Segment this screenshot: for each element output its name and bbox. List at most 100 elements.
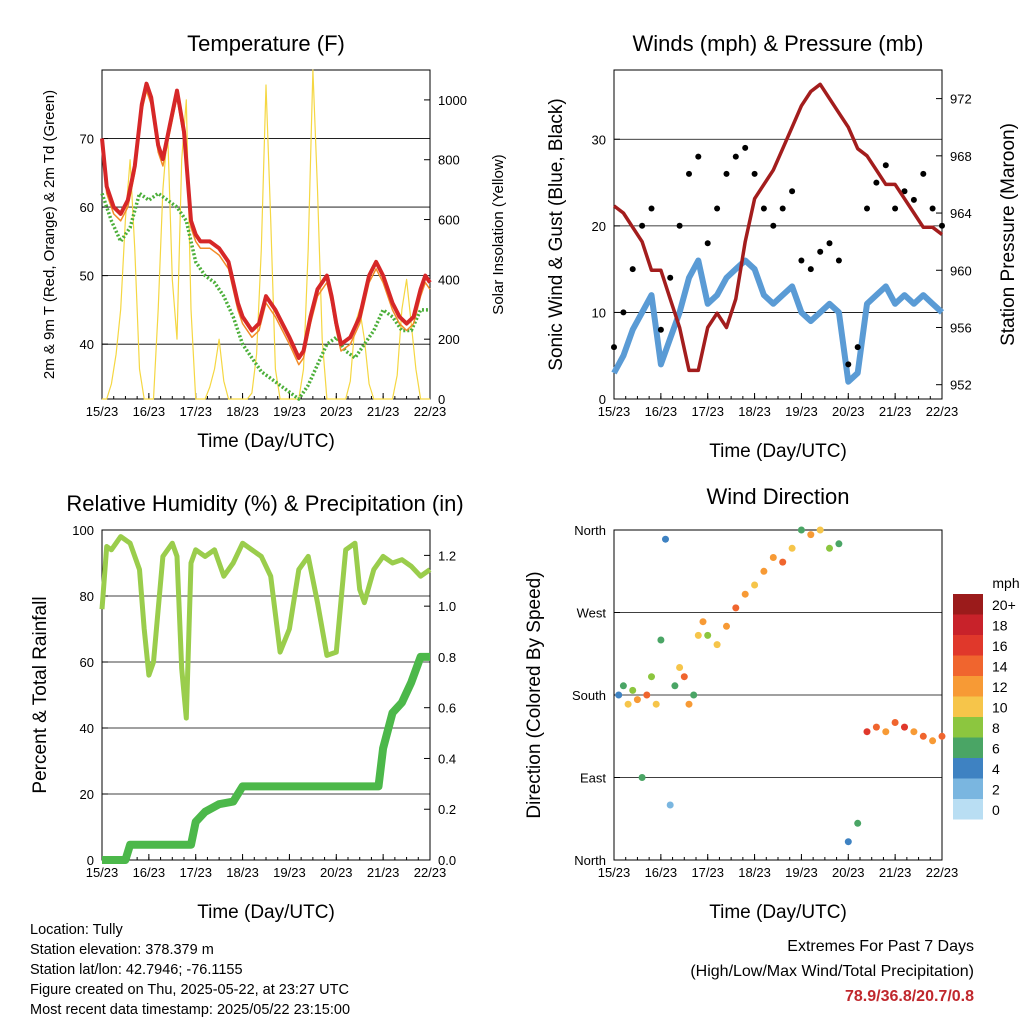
winds-gust-point [929, 205, 936, 212]
temperature-x-tick-label: 15/23 [86, 404, 119, 419]
humidity-y2-tick-label: 0.6 [438, 701, 456, 716]
humidity-y-tick-label: 60 [80, 655, 94, 670]
winds-y2-tick-label: 952 [950, 378, 972, 393]
direction-direction-point [807, 531, 815, 539]
direction-direction-point [662, 535, 669, 543]
speed-legend-label: 14 [992, 659, 1008, 675]
winds-y-tick-label: 0 [599, 392, 606, 407]
temperature-x-tick-label: 20/23 [320, 404, 353, 419]
humidity-y2-tick-label: 0.4 [438, 751, 456, 766]
direction-direction-point [615, 691, 623, 699]
winds-gust-point [845, 361, 852, 368]
temperature-y-tick-label: 70 [80, 132, 94, 147]
winds-gust-point [807, 266, 814, 273]
winds-gust-point [751, 170, 758, 177]
winds-gust-point [611, 344, 617, 351]
speed-legend-swatch [953, 778, 983, 799]
temperature-series-2m-t [100, 81, 432, 360]
temperature-series-9m-t [101, 89, 431, 366]
speed-legend-swatch [953, 696, 983, 717]
temperature-y-tick-label: 60 [80, 200, 94, 215]
speed-legend-swatch [953, 655, 983, 676]
direction-direction-point [779, 558, 787, 566]
direction-direction-point [643, 691, 651, 699]
humidity-title: Relative Humidity (%) & Precipitation (i… [66, 491, 463, 516]
direction-x-tick-label: 17/23 [691, 865, 724, 880]
winds-y-tick-label: 10 [592, 305, 606, 320]
direction-y-tick-label: West [577, 606, 607, 621]
humidity-y-tick-label: 100 [72, 523, 94, 538]
temperature-title: Temperature (F) [187, 31, 345, 56]
speed-legend-label: 0 [992, 802, 1000, 818]
temperature-x-tick-label: 19/23 [273, 404, 306, 419]
temperature-series-2m-td [100, 191, 430, 401]
winds-gust-point [629, 266, 636, 273]
temperature-y2-axis-label: Solar Insolation (Yellow) [490, 154, 507, 314]
speed-legend-label: 18 [992, 618, 1008, 634]
winds-gust-point [854, 344, 861, 351]
speed-legend-label: 8 [992, 720, 1000, 736]
winds-gust-point [732, 153, 739, 160]
speed-legend-label: 20+ [992, 597, 1016, 613]
winds-x-tick-label: 19/23 [785, 404, 818, 419]
winds-gust-point [779, 205, 786, 212]
winds-y2-tick-label: 956 [950, 320, 972, 335]
direction-direction-point [919, 732, 927, 740]
direction-direction-point [816, 526, 824, 534]
winds-y-tick-label: 30 [592, 132, 606, 147]
winds-gust-point [676, 222, 683, 229]
temperature-y-axis-label: 2m & 9m T (Red, Orange) & 2m Td (Green) [41, 90, 58, 379]
speed-legend-swatch [953, 758, 983, 779]
humidity-y-tick-label: 40 [80, 721, 94, 736]
elevation-text: Station elevation: 378.379 m [30, 942, 214, 958]
winds-gust-point [648, 205, 655, 212]
temperature-x-tick-label: 21/23 [367, 404, 400, 419]
humidity-y-axis-label: Percent & Total Rainfall [30, 596, 51, 793]
winds-gust-point [817, 248, 824, 255]
winds-gust-point [639, 222, 646, 229]
direction-x-tick-label: 19/23 [785, 865, 818, 880]
location-text: Location: Tully [30, 922, 123, 938]
winds-gust-point [667, 274, 674, 281]
humidity-x-tick-label: 19/23 [273, 865, 306, 880]
direction-direction-point [657, 636, 665, 644]
winds-gust-point [910, 196, 917, 203]
latlon-text: Station lat/lon: 42.7946; -76.1155 [30, 962, 243, 978]
extremes-title: Extremes For Past 7 Days [787, 938, 974, 955]
winds-gust-point [882, 162, 889, 169]
direction-direction-point [938, 732, 946, 740]
direction-direction-point [676, 664, 684, 671]
direction-direction-point [929, 737, 937, 745]
humidity-y2-tick-label: 0.0 [438, 853, 456, 868]
station-info: Location: Tully Station elevation: 378.3… [30, 920, 350, 1020]
speed-legend-swatch [953, 614, 983, 635]
extremes-subtitle: (High/Low/Max Wind/Total Precipitation) [690, 963, 974, 980]
humidity-series-rh [99, 534, 432, 721]
speed-legend-label: 12 [992, 679, 1008, 695]
temperature-y2-tick-label: 600 [438, 213, 460, 228]
direction-direction-point [854, 819, 862, 827]
speed-legend-label: 16 [992, 638, 1008, 654]
direction-direction-point [648, 673, 655, 681]
winds-x-axis-label: Time (Day/UTC) [709, 441, 847, 462]
winds-x-tick-label: 21/23 [879, 404, 912, 419]
winds-gust-point [939, 222, 945, 229]
direction-x-tick-label: 21/23 [879, 865, 912, 880]
winds-gust-point [835, 257, 842, 264]
direction-direction-point [685, 700, 693, 708]
direction-y-tick-label: North [574, 853, 606, 868]
direction-direction-point [704, 631, 712, 639]
temperature-panel: 15/23 16/23 17/23 18/23 19/23 20/23 21/23 22/23… [41, 31, 507, 452]
direction-y-tick-label: South [572, 688, 606, 703]
humidity-y2-tick-label: 1.2 [438, 548, 456, 563]
winds-panel: 15/23 16/23 17/23 18/23 19/23 20/23 21/23 22/23… [546, 31, 1019, 462]
temperature-y2-tick-label: 800 [438, 153, 460, 168]
direction-y-tick-label: North [574, 523, 606, 538]
winds-y2-tick-label: 968 [950, 149, 972, 164]
humidity-x-tick-label: 16/23 [133, 865, 166, 880]
direction-direction-point [751, 581, 759, 589]
direction-x-tick-label: 18/23 [738, 865, 771, 880]
temperature-x-tick-label: 22/23 [414, 404, 447, 419]
temperature-y2-tick-label: 200 [438, 332, 460, 347]
